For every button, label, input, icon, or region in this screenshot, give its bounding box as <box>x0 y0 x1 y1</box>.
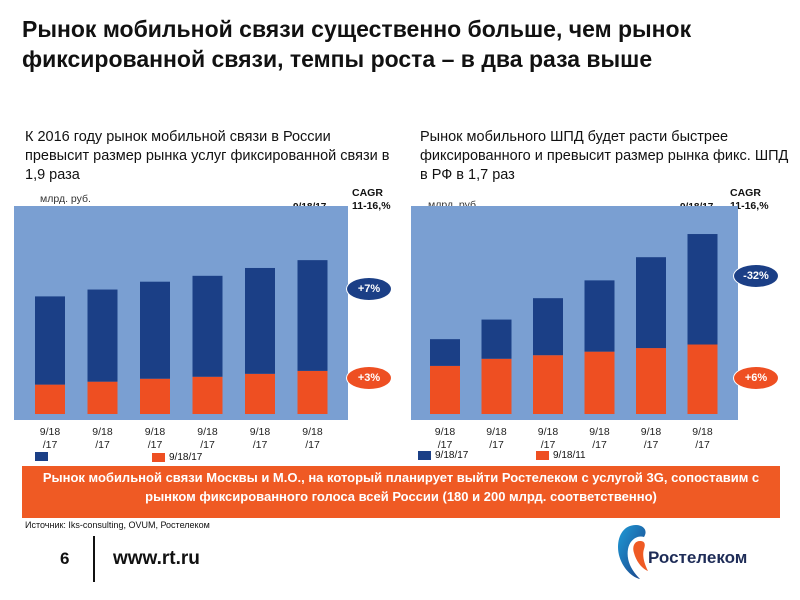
left-bar-fixed <box>297 370 328 414</box>
left-cagr-fixed-pill: +3% <box>346 366 392 390</box>
left-bar-fixed <box>245 373 275 414</box>
right-bar-fixed <box>481 358 512 414</box>
right-legend-orange-swatch <box>536 451 549 460</box>
left-x-tick-label: 9/18/17 <box>92 426 113 451</box>
left-chart: 9/18/17 9/18/17 9/18/17 9/18/17 9/18/17 9/18/… <box>0 188 390 478</box>
logo-text: Ростелеком <box>648 548 748 567</box>
right-bar-mobile <box>430 339 460 366</box>
left-cagr-mobile-pill: +7% <box>346 277 392 301</box>
left-legend-blue-swatch <box>35 452 48 461</box>
left-bar-fixed <box>192 376 223 414</box>
right-x-tick-label: 9/18/17 <box>486 426 507 451</box>
right-legend-orange: 9/18/11 <box>536 450 586 461</box>
left-legend-orange-swatch <box>152 453 165 462</box>
right-bar-mobile <box>584 280 615 352</box>
left-x-tick-label: 9/18/17 <box>145 426 166 451</box>
banner-text: Рынок мобильной связи Москвы и М.О., на … <box>42 470 760 504</box>
left-bar-mobile <box>140 281 170 379</box>
left-cagr-range: 11-16,% <box>352 200 391 212</box>
page-number: 6 <box>60 549 70 568</box>
left-bar-fixed <box>87 381 118 414</box>
right-bar-fixed <box>636 348 666 414</box>
right-bar-fixed <box>687 344 718 414</box>
right-x-tick-label: 9/18/17 <box>435 426 456 451</box>
footer-divider <box>93 536 95 582</box>
right-cagr-range: 11-16,% <box>730 200 769 212</box>
right-bar-fixed <box>430 365 460 414</box>
left-legend-orange-label: 9/18/17 <box>169 452 203 463</box>
right-plot-area <box>411 206 738 420</box>
right-legend-blue-swatch <box>418 451 431 460</box>
left-bar-mobile <box>87 289 118 382</box>
right-legend: 9/18/17 <box>418 450 468 461</box>
right-bar-fixed <box>533 355 563 414</box>
left-bar-mobile <box>35 296 65 385</box>
key-message-banner: Рынок мобильной связи Москвы и М.О., на … <box>22 466 780 518</box>
right-chart: 9/18/17 9/18/17 9/18/17 9/18/17 9/18/17 9/18/… <box>395 188 785 478</box>
right-bar-mobile <box>481 319 512 359</box>
right-bar-mobile <box>533 298 563 356</box>
left-x-tick-label: 9/18/17 <box>250 426 271 451</box>
left-subtitle: К 2016 году рынок мобильной связи в Росс… <box>25 129 390 183</box>
right-cagr-mobile-pill: -32% <box>733 264 779 288</box>
left-legend <box>35 452 52 461</box>
left-x-tick-label: 9/18/17 <box>302 426 323 451</box>
left-bar-mobile <box>297 260 328 371</box>
website-link[interactable]: www.rt.ru <box>113 548 200 569</box>
right-x-tick-label: 9/18/17 <box>692 426 713 451</box>
right-legend-blue-label: 9/18/17 <box>435 450 469 461</box>
right-bar-mobile <box>636 257 666 349</box>
right-subtitle: Рынок мобильного ШПД будет расти быстрее… <box>420 129 789 183</box>
left-unit: млрд. руб. <box>40 193 91 205</box>
left-cagr-label: CAGR <box>352 187 383 199</box>
source-note: Источник: Iks-consulting, OVUM, Ростелек… <box>25 520 210 530</box>
rostelecom-logo-icon <box>618 525 648 579</box>
right-bar-mobile <box>687 234 718 345</box>
right-cagr-label: CAGR <box>730 187 761 199</box>
left-bar-fixed <box>35 384 65 414</box>
right-bar-fixed <box>584 351 615 414</box>
left-chart-svg: 9/18/17 9/18/17 9/18/17 9/18/17 9/18/17 9/18/… <box>14 206 348 451</box>
right-x-tick-label: 9/18/17 <box>641 426 662 451</box>
left-x-tick-label: 9/18/17 <box>40 426 61 451</box>
left-bar-mobile <box>192 275 223 377</box>
left-x-tick-label: 9/18/17 <box>197 426 218 451</box>
right-x-tick-label: 9/18/17 <box>538 426 559 451</box>
right-x-tick-label: 9/18/17 <box>589 426 610 451</box>
right-legend-orange-label: 9/18/11 <box>553 450 586 461</box>
left-bar-fixed <box>140 378 170 414</box>
left-plot-area <box>14 206 348 420</box>
slide-title: Рынок мобильной связи существенно больше… <box>22 16 692 72</box>
left-bar-mobile <box>245 267 275 374</box>
left-legend-orange: 9/18/17 <box>152 452 202 463</box>
right-cagr-fixed-pill: +6% <box>733 366 779 390</box>
right-chart-svg: 9/18/17 9/18/17 9/18/17 9/18/17 9/18/17 9/18/… <box>411 206 738 451</box>
